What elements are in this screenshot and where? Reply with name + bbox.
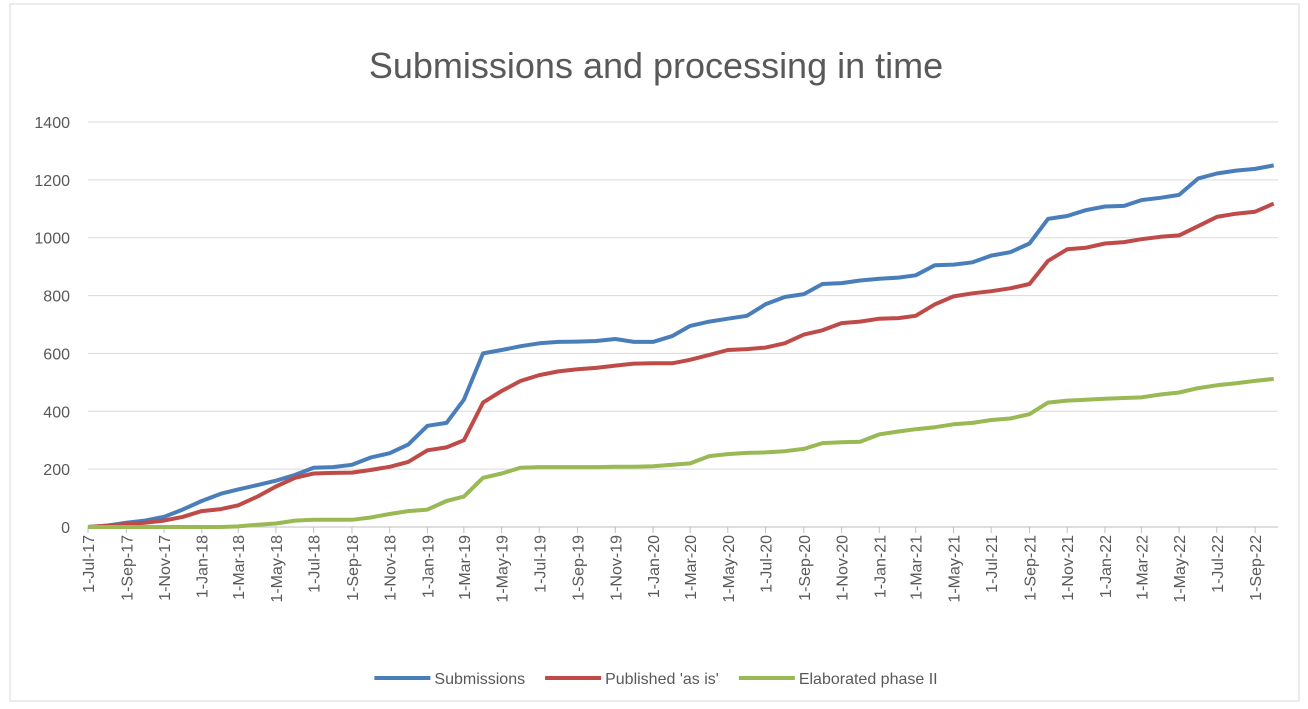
x-tick-label: 1-Nov-17 — [157, 535, 174, 601]
x-tick-label: 1-Sep-19 — [571, 535, 588, 601]
x-tick-label: 1-Jul-19 — [532, 535, 549, 593]
x-tick-label: 1-Sep-21 — [1022, 535, 1039, 601]
x-tick-label: 1-Sep-20 — [797, 535, 814, 601]
line — [87, 201, 1275, 529]
x-tick-label: 1-May-21 — [946, 535, 963, 603]
x-tick-label: 1-Jan-21 — [872, 535, 889, 598]
x-tick-label: 1-Sep-22 — [1248, 535, 1265, 601]
x-tick-label: 1-Jan-20 — [646, 535, 663, 598]
x-tick-label: 1-Jul-21 — [984, 535, 1001, 593]
x-tick-label: 1-May-19 — [495, 535, 512, 603]
y-tick-label: 0 — [61, 520, 70, 537]
x-tick-label: 1-May-20 — [721, 535, 738, 603]
x-tick-label: 1-Mar-22 — [1134, 535, 1151, 600]
chart-title: Submissions and processing in time — [369, 45, 943, 86]
x-tick-label: 1-Jul-18 — [307, 535, 324, 593]
x-tick-label: 1-May-18 — [269, 535, 286, 603]
x-tick-label: 1-Mar-20 — [683, 535, 700, 600]
x-tick-label: 1-Mar-19 — [457, 535, 474, 600]
y-tick-label: 200 — [43, 462, 70, 479]
x-tick-label: 1-Jan-18 — [195, 535, 212, 598]
x-tick-label: 1-Jul-20 — [759, 535, 776, 593]
y-tick-label: 600 — [43, 346, 70, 363]
x-tick-label: 1-Jan-19 — [420, 535, 437, 598]
chart-border — [9, 3, 1300, 702]
x-tick-label: 1-Mar-18 — [231, 535, 248, 600]
legend-label: Published 'as is' — [605, 671, 719, 688]
line — [88, 376, 1274, 529]
y-tick-label: 1000 — [34, 231, 70, 248]
x-tick-label: 1-Nov-19 — [608, 535, 625, 601]
y-tick-label: 1400 — [34, 115, 70, 132]
x-tick-label: 1-Mar-21 — [909, 535, 926, 600]
x-tick-label: 1-Jul-22 — [1210, 535, 1227, 593]
y-tick-label: 400 — [43, 404, 70, 421]
y-tick-label: 1200 — [34, 173, 70, 190]
legend-label: Submissions — [434, 671, 525, 688]
x-tick-label: 1-Jan-22 — [1098, 535, 1115, 598]
line — [87, 163, 1275, 529]
x-tick-label: 1-Nov-20 — [835, 535, 852, 601]
x-tick-label: 1-Jul-17 — [81, 535, 98, 593]
x-tick-label: 1-Nov-21 — [1060, 535, 1077, 601]
x-tick-label: 1-May-22 — [1172, 535, 1189, 603]
x-tick-label: 1-Sep-17 — [119, 535, 136, 601]
x-tick-label: 1-Nov-18 — [383, 535, 400, 601]
x-tick-label: 1-Sep-18 — [345, 535, 362, 601]
y-tick-label: 800 — [43, 289, 70, 306]
legend-label: Elaborated phase II — [799, 671, 938, 688]
